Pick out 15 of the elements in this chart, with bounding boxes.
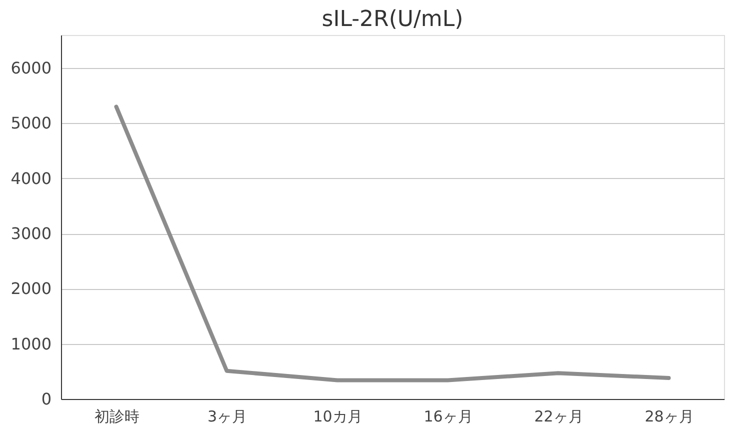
x-tick-label: 初診時	[94, 408, 140, 426]
x-tick-label: 16ヶ月	[424, 408, 473, 426]
x-tick-label: 22ヶ月	[534, 408, 584, 426]
x-tick-label: 28ヶ月	[644, 408, 694, 426]
x-tick-label: 10カ月	[313, 408, 362, 426]
chart-title: sIL-2R(U/mL)	[322, 7, 464, 32]
x-tick-label: 3ヶ月	[207, 408, 248, 426]
line-series	[114, 104, 671, 382]
y-tick-label: 5000	[10, 114, 52, 133]
y-tick-label: 0	[41, 390, 52, 408]
y-tick-label: 2000	[10, 279, 52, 298]
y-tick-label: 3000	[10, 224, 52, 244]
y-tick-label: 4000	[10, 168, 52, 188]
y-tick-label: 6000	[10, 58, 52, 78]
y-tick-label: 1000	[10, 334, 52, 354]
